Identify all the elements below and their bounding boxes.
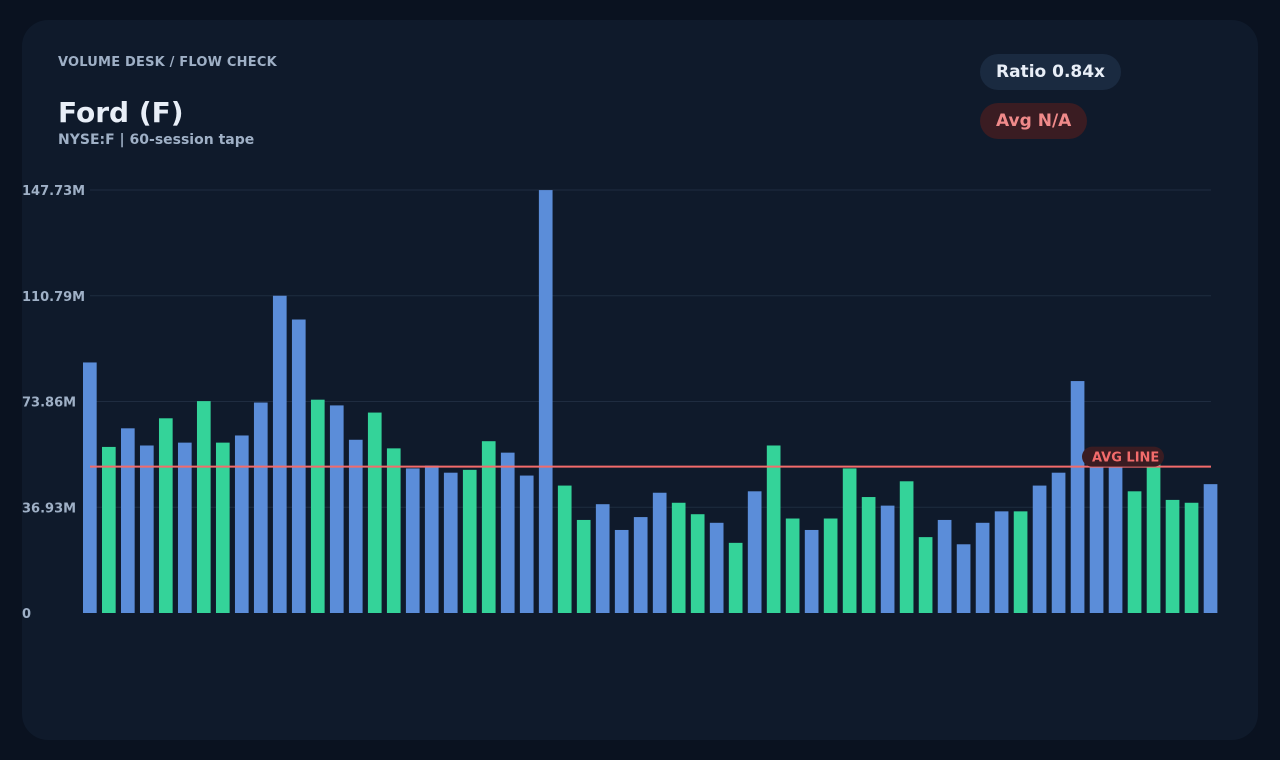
volume-bar <box>690 514 705 613</box>
volume-bar <box>1203 484 1218 613</box>
volume-bar <box>899 481 914 613</box>
volume-bar <box>1127 491 1142 613</box>
volume-bar <box>83 362 97 613</box>
volume-bar <box>1070 381 1085 613</box>
volume-bar <box>329 405 344 613</box>
chart-card <box>22 20 1258 740</box>
volume-bar <box>101 446 116 613</box>
volume-bar <box>500 452 515 613</box>
volume-bar <box>367 412 382 613</box>
volume-bar <box>576 519 591 613</box>
volume-bar <box>1051 472 1066 613</box>
average-label-pill <box>1082 446 1164 467</box>
volume-bar <box>215 442 230 613</box>
volume-bar <box>234 435 249 613</box>
y-tick-label: 147.73M <box>22 184 85 199</box>
avg-badge: Avg N/A <box>980 103 1088 139</box>
volume-bar <box>177 442 192 613</box>
y-tick-label: 110.79M <box>22 290 85 305</box>
volume-bar <box>1165 499 1180 613</box>
volume-bar <box>443 472 458 613</box>
volume-bar <box>994 511 1009 613</box>
volume-bar <box>785 518 800 613</box>
ticker-title: Ford (F) <box>58 96 184 129</box>
volume-bar <box>1184 502 1199 613</box>
volume-bar <box>139 445 154 613</box>
y-tick-label: 73.86M <box>22 396 76 411</box>
volume-bar <box>709 522 724 613</box>
volume-bar <box>614 529 629 613</box>
volume-bar <box>633 517 648 613</box>
volume-bar <box>424 465 439 613</box>
volume-bar <box>158 418 173 613</box>
volume-bar <box>196 401 211 613</box>
volume-bar <box>918 537 933 613</box>
ratio-badge: Ratio 0.84x <box>980 54 1122 90</box>
volume-bar <box>348 439 363 613</box>
volume-bar <box>956 544 971 613</box>
volume-bar <box>519 475 534 613</box>
volume-bar <box>272 295 287 613</box>
volume-bars <box>83 190 1218 613</box>
volume-bar <box>557 485 572 613</box>
y-tick-label: 0 <box>22 607 31 622</box>
y-tick-label: 36.93M <box>22 501 76 516</box>
volume-bar <box>861 497 876 613</box>
volume-bar <box>804 529 819 613</box>
volume-bar <box>1108 464 1123 613</box>
volume-bar <box>671 502 686 613</box>
volume-bar <box>405 468 420 613</box>
volume-bar <box>937 519 952 613</box>
volume-bar <box>481 441 496 613</box>
volume-bar <box>386 448 401 613</box>
volume-bar <box>120 428 135 613</box>
volume-bar <box>595 504 610 613</box>
volume-bar <box>747 491 762 613</box>
volume-bar <box>310 399 325 613</box>
volume-bar <box>253 402 268 613</box>
volume-bar <box>462 469 477 613</box>
ticker-subtitle: NYSE:F | 60-session tape <box>58 132 255 148</box>
volume-bar <box>880 505 895 613</box>
volume-bar <box>1013 511 1028 613</box>
volume-bar <box>652 492 667 613</box>
volume-bar <box>975 522 990 613</box>
average-label: AVG LINE <box>1092 451 1159 466</box>
volume-bar <box>1032 485 1047 613</box>
volume-bar <box>766 445 781 613</box>
volume-bar <box>1089 464 1104 613</box>
volume-bar <box>1146 464 1161 613</box>
y-axis-ticks: 0 36.93M 73.86M 110.79M 147.73M <box>22 184 85 622</box>
volume-bar <box>538 190 553 613</box>
average-line-group: AVG LINE <box>90 446 1211 468</box>
desk-breadcrumb: VOLUME DESK / FLOW CHECK <box>58 55 277 70</box>
volume-bar <box>728 542 743 613</box>
volume-bar <box>842 468 857 613</box>
volume-bar <box>823 518 838 613</box>
